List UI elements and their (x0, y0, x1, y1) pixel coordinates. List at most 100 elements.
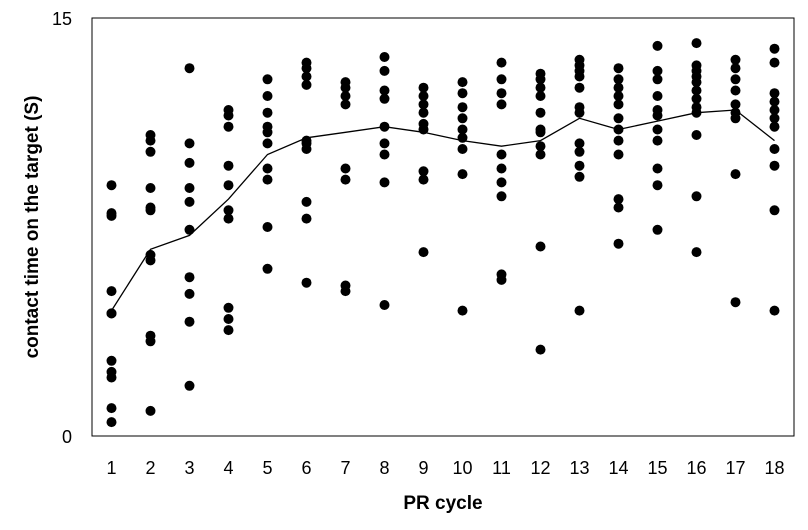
data-point (262, 174, 273, 185)
data-point (379, 52, 390, 62)
y-tick-label-min: 0 (62, 427, 72, 447)
data-point (652, 163, 663, 174)
data-point (184, 316, 195, 327)
data-point (262, 222, 273, 232)
data-point (574, 107, 585, 118)
data-point (769, 113, 780, 124)
data-point (106, 180, 117, 191)
data-point (613, 74, 624, 85)
data-point (223, 325, 234, 336)
data-point (457, 88, 468, 99)
x-tick-label: 2 (145, 458, 155, 478)
data-point (145, 183, 156, 193)
data-point (340, 163, 351, 174)
x-tick-label: 14 (608, 458, 628, 478)
data-point (769, 43, 780, 54)
data-point (535, 241, 546, 252)
data-point (457, 77, 468, 88)
data-point (652, 135, 663, 146)
data-point (457, 124, 468, 135)
data-point (223, 314, 234, 324)
data-point (301, 79, 312, 90)
data-point (574, 138, 585, 149)
data-point (535, 127, 546, 138)
data-point (652, 180, 663, 191)
data-point (223, 205, 234, 216)
x-tick-label: 17 (725, 458, 745, 478)
data-point (106, 210, 117, 221)
data-point (145, 405, 156, 416)
data-point (184, 224, 195, 235)
data-point (184, 272, 195, 283)
data-point (106, 403, 117, 414)
y-axis-title: contact time on the target (S) (22, 96, 43, 359)
y-tick-label-max: 15 (52, 9, 72, 29)
data-point (184, 183, 195, 193)
y-tick-labels: 0 15 (52, 9, 72, 447)
data-point (691, 77, 702, 88)
x-tick-label: 13 (569, 458, 589, 478)
data-point (769, 144, 780, 154)
data-point (769, 96, 780, 107)
data-point (496, 88, 507, 99)
data-point (418, 99, 429, 110)
data-point (496, 191, 507, 202)
data-point (418, 174, 429, 185)
data-point (730, 85, 741, 96)
data-point (184, 288, 195, 299)
data-point (613, 91, 624, 101)
data-point (418, 124, 429, 135)
x-tick-label: 5 (262, 458, 272, 478)
data-point (418, 166, 429, 177)
data-point (106, 308, 117, 319)
data-point (457, 102, 468, 113)
data-point (262, 138, 273, 149)
data-point (418, 247, 429, 258)
x-axis-title: PR cycle (403, 493, 482, 514)
data-point (262, 263, 273, 274)
data-point (574, 305, 585, 316)
x-tick-label: 9 (418, 458, 428, 478)
data-point (262, 107, 273, 118)
data-point (223, 121, 234, 132)
x-tick-label: 6 (301, 458, 311, 478)
data-point (379, 85, 390, 96)
data-point (574, 160, 585, 171)
data-point (301, 144, 312, 154)
data-point (574, 82, 585, 93)
data-point (691, 93, 702, 104)
data-point (652, 40, 663, 51)
x-tick-label: 18 (764, 458, 784, 478)
data-point (535, 149, 546, 160)
data-point (379, 300, 390, 310)
x-tick-label: 7 (340, 458, 350, 478)
data-point (184, 380, 195, 391)
data-point (535, 107, 546, 118)
data-point (496, 274, 507, 285)
data-point (418, 82, 429, 93)
data-point (301, 213, 312, 224)
data-point (223, 110, 234, 121)
x-tick-label: 8 (379, 458, 389, 478)
data-point (379, 121, 390, 132)
data-point (691, 191, 702, 202)
data-point (184, 196, 195, 207)
x-tick-label: 16 (686, 458, 706, 478)
data-point (301, 63, 312, 74)
data-point (301, 277, 312, 288)
data-point (457, 305, 468, 316)
data-point (691, 247, 702, 258)
data-point (652, 224, 663, 235)
data-point (769, 305, 780, 316)
data-point (340, 91, 351, 101)
data-point (223, 180, 234, 191)
data-point (223, 160, 234, 171)
data-point (769, 88, 780, 99)
data-point (379, 149, 390, 160)
data-point (613, 124, 624, 135)
data-point (613, 149, 624, 160)
data-point (535, 141, 546, 152)
data-point (262, 127, 273, 138)
x-tick-label: 10 (452, 458, 472, 478)
